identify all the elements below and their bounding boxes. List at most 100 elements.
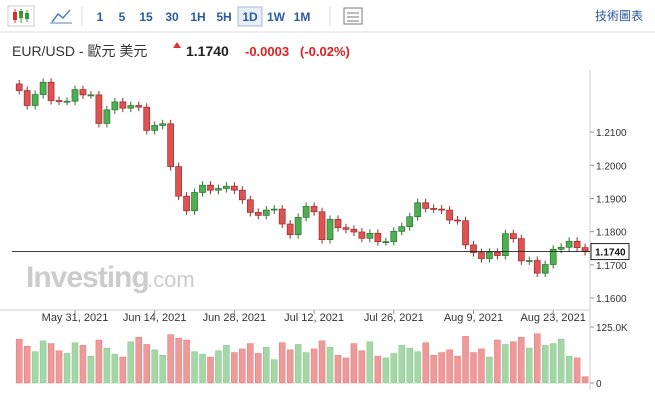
y-tick-label: 1.1800	[596, 228, 627, 239]
volume-bar	[71, 342, 79, 384]
interval-selected	[237, 6, 263, 27]
volume-bar	[350, 343, 358, 384]
settings-icon[interactable]	[343, 7, 363, 25]
volume-bar	[278, 342, 286, 384]
volume-bar	[486, 356, 493, 384]
candle-body	[398, 226, 406, 232]
interval-button[interactable]: 1W	[267, 10, 286, 24]
last-price-box	[590, 243, 630, 261]
candle-body	[159, 123, 167, 126]
chart-type-icon[interactable]	[7, 5, 35, 27]
candle-body	[262, 209, 270, 216]
candle-body	[47, 81, 55, 101]
candle-body	[286, 223, 294, 235]
interval-button[interactable]: 5H	[216, 10, 231, 24]
candle-body	[414, 202, 422, 218]
interval-button[interactable]: 30	[165, 10, 179, 24]
change-arrow	[173, 42, 181, 48]
candle-body	[270, 208, 278, 211]
candle-body	[390, 230, 398, 242]
volume-bar	[534, 333, 541, 384]
volume-bar	[55, 350, 63, 384]
volume-bar	[366, 341, 374, 384]
volume-bar	[334, 354, 342, 384]
last-price-label: 1.1740	[595, 248, 626, 259]
interval-button[interactable]: 15	[139, 10, 153, 24]
candle-body	[422, 202, 430, 209]
candle-body	[382, 241, 390, 243]
volume-bar	[382, 357, 390, 384]
candle-body	[557, 246, 565, 250]
candle-body	[23, 90, 31, 106]
candle-body	[549, 248, 557, 265]
volume-bar	[286, 349, 294, 384]
volume-bar	[215, 350, 222, 384]
x-tick-label: Aug 23, 2021	[520, 312, 585, 324]
candle-body	[494, 251, 501, 256]
candle-body	[446, 209, 453, 221]
volume-bar	[151, 349, 158, 384]
line-type-icon[interactable]	[50, 9, 72, 24]
volume-bar	[255, 353, 262, 384]
candle-body	[183, 195, 190, 212]
interval-button[interactable]: 1	[97, 10, 104, 24]
candle-body	[525, 260, 533, 262]
candle-body	[294, 217, 302, 235]
x-tick-label: Jun 28, 2021	[203, 312, 267, 324]
volume-bar	[438, 352, 445, 384]
candle-body	[326, 219, 334, 240]
volume-bar	[573, 357, 581, 384]
volume-bar	[79, 345, 87, 384]
candle-body	[533, 260, 541, 274]
x-tick-label: Jul 12, 2021	[284, 312, 344, 324]
candle-body	[143, 106, 151, 131]
volume-bar	[342, 357, 350, 384]
x-tick-label: May 31, 2021	[42, 312, 109, 324]
interval-button[interactable]: 1M	[294, 10, 311, 24]
volume-bar	[87, 355, 95, 384]
volume-bar	[127, 341, 135, 384]
volume-bar	[199, 354, 206, 384]
y-tick-label: 1.2000	[596, 161, 627, 172]
volume-bar	[167, 334, 174, 384]
candle-body	[215, 188, 222, 191]
volume-bar	[446, 349, 453, 384]
candle-body	[151, 125, 159, 131]
interval-button[interactable]: 5	[119, 10, 126, 24]
candle-body	[358, 231, 366, 239]
volume-bar	[406, 347, 413, 384]
volume-bar	[239, 348, 246, 384]
volume-bar	[557, 338, 565, 384]
interval-button[interactable]: 1D	[242, 10, 258, 24]
volume-bar	[462, 336, 469, 384]
candle-body	[573, 240, 581, 248]
candle-body	[470, 244, 477, 253]
candle-body	[581, 247, 589, 252]
tools-link[interactable]: 技術圖表	[595, 9, 643, 23]
volume-bar	[549, 343, 557, 384]
candle-body	[103, 109, 111, 124]
volume-bar	[183, 339, 190, 384]
candle-body	[334, 219, 342, 229]
y-tick-label: 1.1700	[596, 261, 627, 272]
volume-bar	[470, 352, 477, 384]
change-percent: (-0.02%)	[300, 44, 350, 59]
candle-body	[239, 189, 246, 201]
volume-bar	[191, 351, 198, 384]
volume-bar	[103, 347, 111, 384]
candle-body	[486, 251, 493, 259]
volume-tick-label: 0	[596, 379, 602, 390]
candle-body	[517, 238, 525, 262]
candle-body	[127, 105, 135, 109]
candle-body	[199, 184, 206, 193]
volume-bar	[63, 353, 71, 384]
volume-bar	[294, 344, 302, 384]
watermark: Investing	[26, 261, 149, 294]
candle-body	[406, 216, 414, 228]
candle-body	[39, 81, 47, 95]
interval-button[interactable]: 1H	[190, 10, 205, 24]
candle-body	[175, 166, 182, 197]
volume-bar	[398, 345, 406, 384]
volume-bar	[326, 346, 334, 384]
